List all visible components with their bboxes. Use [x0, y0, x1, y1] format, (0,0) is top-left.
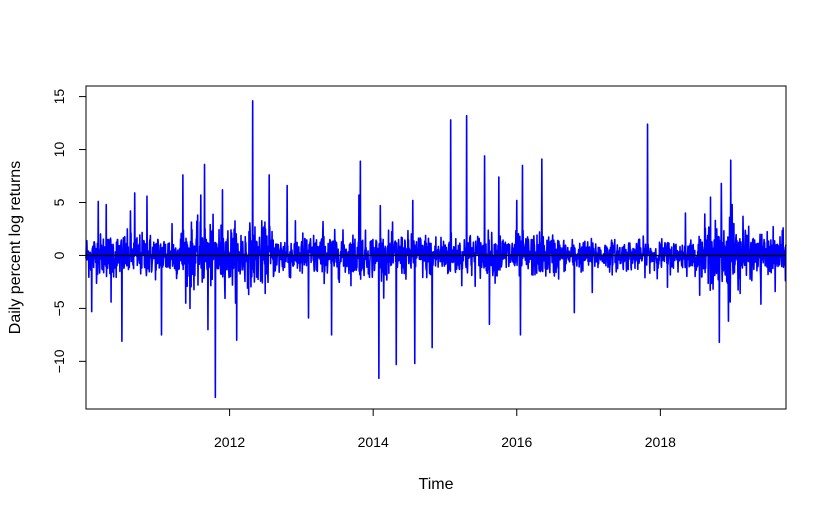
y-tick-label: 15: [51, 89, 67, 105]
plot-area-border: [85, 85, 787, 410]
series-line: [85, 100, 787, 399]
x-tick-label: 2016: [501, 434, 532, 450]
series-layer: [85, 100, 787, 399]
y-axis: −10 −5 0 5 10 15: [51, 89, 86, 373]
y-axis-title: Daily percent log returns: [7, 161, 24, 334]
y-tick-label: −10: [51, 349, 67, 373]
x-tick-label: 2018: [645, 434, 676, 450]
y-tick-label: 0: [51, 251, 67, 259]
y-tick-label: 10: [51, 142, 67, 158]
x-tick-label: 2012: [214, 434, 245, 450]
x-tick-label: 2014: [358, 434, 389, 450]
y-tick-label: −5: [51, 300, 67, 316]
x-axis: 2012 2014 2016 2018: [214, 409, 676, 450]
y-tick-label: 5: [51, 198, 67, 206]
x-axis-title: Time: [419, 476, 454, 493]
